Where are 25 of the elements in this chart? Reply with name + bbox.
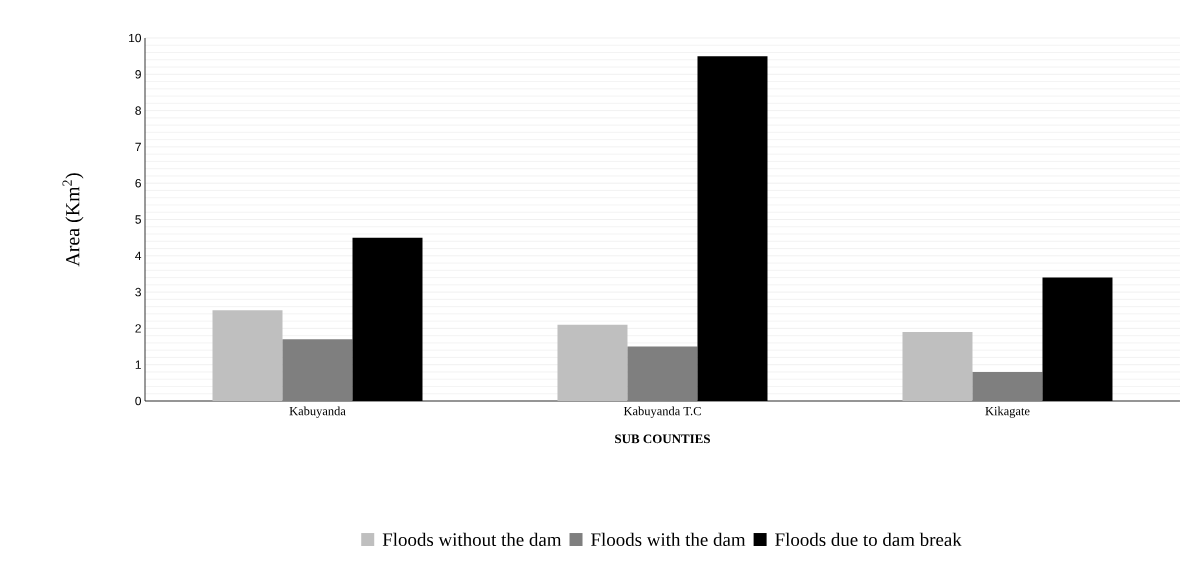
- x-tick-label: Kabuyanda: [289, 406, 346, 418]
- legend-label: Floods with the dam: [591, 532, 746, 547]
- y-tick-label: 10: [129, 33, 142, 43]
- bar: [282, 339, 353, 401]
- y-axis-title: Area (Km$^{2}$): [62, 173, 84, 267]
- x-tick-label: Kikagate: [985, 406, 1030, 418]
- y-tick-label: 4: [135, 251, 142, 260]
- y-tick-label: 6: [135, 178, 141, 188]
- y-tick-label: 9: [135, 70, 141, 79]
- bar: [902, 332, 973, 401]
- y-tick-label: 5: [135, 215, 141, 224]
- y-tick-label: 7: [135, 142, 141, 152]
- y-tick-label: 8: [135, 106, 141, 115]
- y-tick-label: 3: [135, 287, 141, 297]
- legend-label: Floods due to dam break: [775, 532, 962, 547]
- bar: [972, 371, 1043, 401]
- bar: [212, 310, 283, 401]
- legend-label: Floods without the dam: [382, 532, 562, 547]
- x-axis-title: SUB COUNTIES: [615, 434, 710, 444]
- y-tick-label: 1: [135, 360, 141, 369]
- bar: [627, 346, 698, 401]
- bar: [557, 324, 628, 401]
- y-tick-label: 0: [135, 396, 142, 406]
- y-tick-label: 2: [135, 324, 141, 333]
- x-tick-label: Kabuyanda T.C: [623, 406, 701, 418]
